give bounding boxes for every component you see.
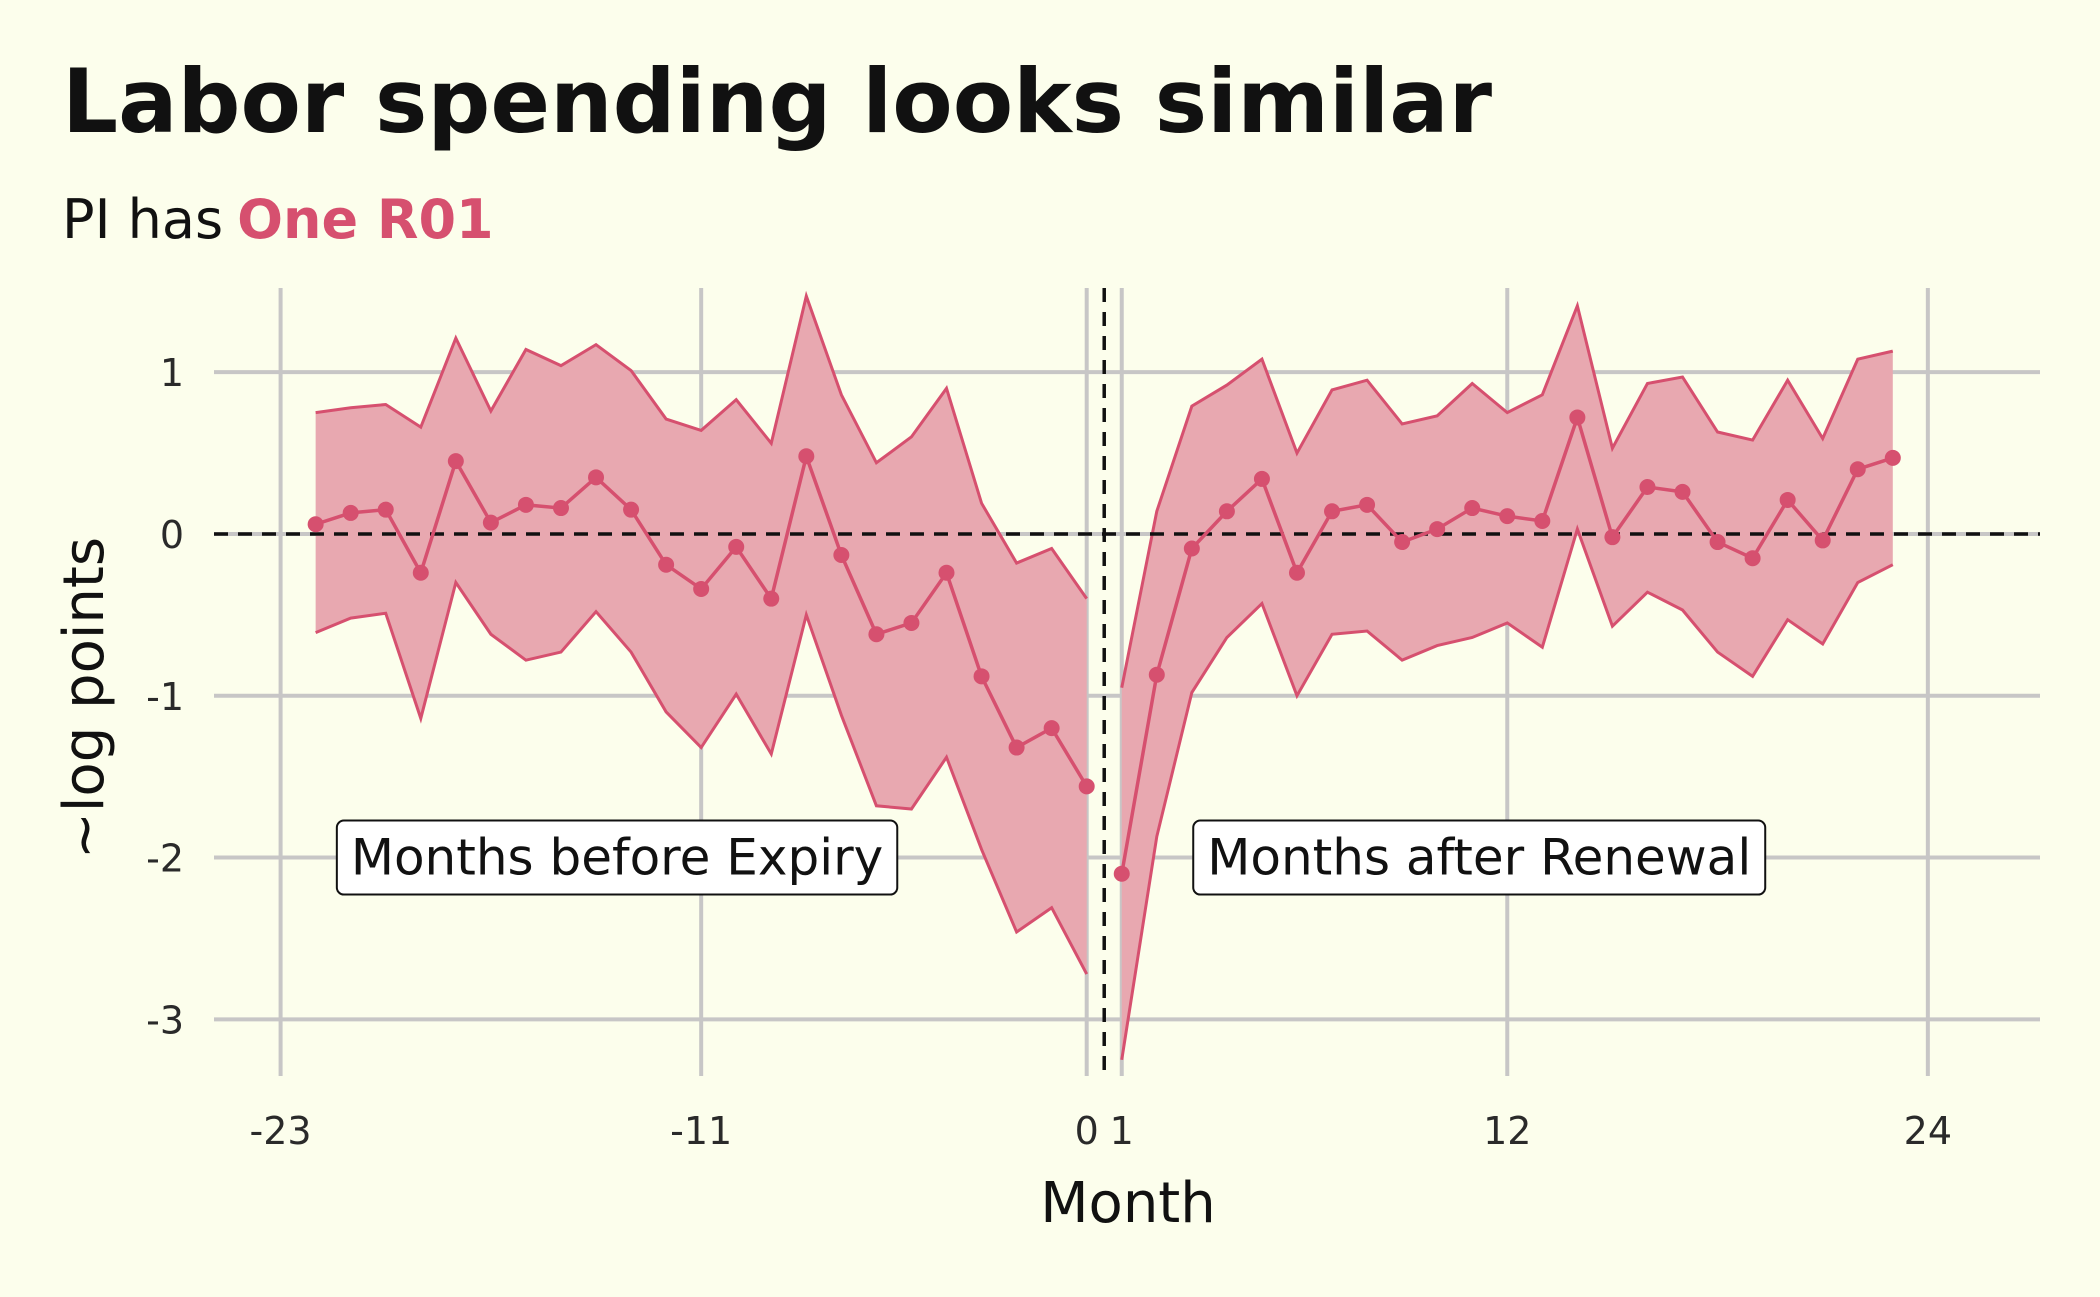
data-point	[833, 546, 850, 563]
data-point	[1499, 508, 1516, 525]
data-point	[588, 469, 605, 486]
data-point	[1569, 409, 1586, 426]
annotation-box	[1192, 819, 1767, 896]
data-point	[377, 501, 394, 518]
data-point	[1288, 564, 1305, 581]
data-point	[1604, 529, 1621, 546]
subtitle-prefix: PI has	[62, 188, 223, 251]
data-point	[447, 453, 464, 470]
upper-bound-line-before	[315, 290, 1088, 600]
data-point	[1183, 540, 1200, 557]
data-point	[763, 590, 780, 607]
data-point	[1253, 470, 1270, 487]
data-point	[342, 504, 359, 521]
data-point	[412, 564, 429, 581]
data-point	[517, 496, 534, 513]
x-tick-label: 12	[1483, 1109, 1531, 1153]
data-point	[1324, 503, 1341, 520]
data-point	[1744, 550, 1761, 567]
x-tick-label: 24	[1904, 1109, 1952, 1153]
data-point	[1849, 461, 1866, 478]
y-tick-label: -1	[146, 675, 184, 719]
x-tick-label: -11	[670, 1109, 732, 1153]
y-axis-title: ~log points	[52, 537, 117, 859]
data-point	[1218, 503, 1235, 520]
confidence-band-after	[1121, 305, 1893, 1060]
data-point	[868, 626, 885, 643]
data-point	[1429, 521, 1446, 538]
y-axis-ticks: 1 0 -1 -2 -3	[146, 351, 184, 1042]
annotation-text: Months after Renewal	[1207, 829, 1751, 887]
data-point	[938, 564, 955, 581]
annotation-label-1: Months after Renewal	[1192, 819, 1767, 896]
series-points	[307, 409, 1901, 882]
data-point	[1113, 865, 1130, 882]
data-point	[1674, 483, 1691, 500]
data-point	[1779, 491, 1796, 508]
annotation-text: Months before Expiry	[351, 829, 883, 887]
data-point	[1709, 534, 1726, 551]
data-point	[1534, 513, 1551, 530]
data-point	[552, 500, 569, 517]
x-tick-label: -23	[250, 1109, 312, 1153]
lower-bound-line-before	[315, 578, 1089, 975]
data-point	[623, 501, 640, 518]
data-point	[1814, 532, 1831, 549]
reference-lines	[214, 288, 2040, 1076]
chart-subtitle: PI has One R01	[62, 188, 494, 251]
confidence-band-before	[315, 296, 1087, 975]
annotations: Months before Expiry Months after Renewal	[335, 819, 1767, 896]
data-point	[1639, 479, 1656, 496]
subtitle-highlight: One R01	[237, 188, 494, 251]
data-point	[903, 614, 920, 631]
y-tick-label: -2	[146, 837, 184, 881]
data-point	[307, 516, 324, 533]
data-point	[798, 448, 815, 465]
lower-bound-line-after	[1120, 524, 1894, 1061]
data-point	[1043, 720, 1060, 737]
data-point	[1359, 496, 1376, 513]
x-axis-title: Month	[1040, 1171, 1216, 1236]
upper-bound-line-after	[1120, 300, 1894, 688]
y-tick-label: -3	[146, 998, 184, 1042]
data-point	[1884, 449, 1901, 466]
y-tick-label: 0	[160, 513, 184, 557]
data-point	[973, 668, 990, 685]
confidence-bands	[315, 290, 1894, 1061]
y-tick-label: 1	[160, 351, 184, 395]
annotation-label-0: Months before Expiry	[335, 819, 899, 896]
data-point	[693, 580, 710, 597]
data-point	[1464, 500, 1481, 517]
x-axis-ticks: -23 -11 0 1 12 24	[250, 1109, 1952, 1153]
data-point	[1148, 666, 1165, 683]
data-point	[728, 538, 745, 555]
data-point	[658, 556, 675, 573]
data-point	[1078, 778, 1095, 795]
data-point	[1394, 534, 1411, 551]
annotation-box	[335, 819, 899, 896]
data-point	[1008, 739, 1025, 756]
chart-title: Labor spending looks similar	[62, 50, 1493, 153]
x-tick-label: 0	[1075, 1109, 1099, 1153]
data-point	[482, 514, 499, 531]
x-tick-label: 1	[1110, 1109, 1134, 1153]
